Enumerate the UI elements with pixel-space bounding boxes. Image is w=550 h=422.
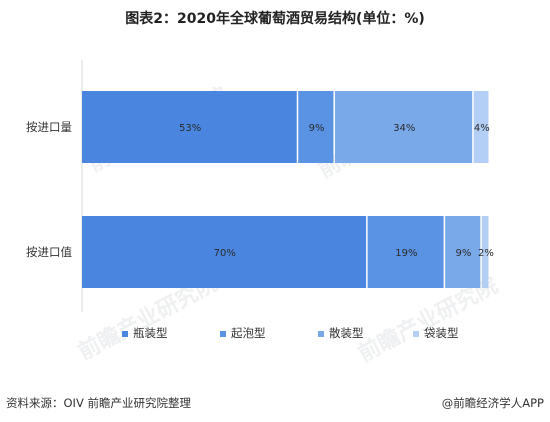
- legend-label: 散装型: [329, 326, 364, 340]
- data-label: 2%: [478, 248, 494, 259]
- legend-label: 起泡型: [231, 326, 266, 340]
- bar-segment: [367, 216, 444, 288]
- data-label: 9%: [309, 123, 325, 134]
- chart-title: 图表2：2020年全球葡萄酒贸易结构(单位：%): [125, 11, 425, 27]
- bar-segment: [82, 91, 297, 163]
- legend-label: 袋装型: [424, 326, 459, 340]
- credit-note: @前瞻经济学人APP: [441, 396, 544, 410]
- legend-swatch: [122, 331, 128, 337]
- data-label: 70%: [214, 248, 236, 259]
- bar-segment: [334, 91, 473, 163]
- bar-segment: [481, 216, 489, 288]
- data-label: 19%: [395, 248, 417, 259]
- legend-label: 瓶装型: [133, 326, 168, 340]
- bar-segment: [445, 216, 481, 288]
- category-label: 按进口值: [26, 245, 72, 259]
- bar-segment: [473, 91, 489, 163]
- category-label: 按进口量: [26, 120, 72, 134]
- data-label: 4%: [474, 123, 490, 134]
- data-label: 9%: [456, 248, 472, 259]
- legend-swatch: [413, 331, 419, 337]
- legend-swatch: [220, 331, 226, 337]
- stacked-bar-chart: 按进口量 53% 9% 34% 4% 按进口值 70% 19% 9% 2% 瓶装型 起泡型 散装型 袋装型: [26, 60, 494, 340]
- source-note: 资料来源：OIV 前瞻产业研究院整理: [6, 396, 191, 410]
- data-label: 53%: [179, 123, 201, 134]
- footer: 资料来源：OIV 前瞻产业研究院整理 @前瞻经济学人APP: [0, 389, 550, 422]
- bar-segment: [298, 91, 334, 163]
- data-label: 34%: [393, 123, 415, 134]
- bar-segment: [82, 216, 367, 288]
- legend-swatch: [318, 331, 324, 337]
